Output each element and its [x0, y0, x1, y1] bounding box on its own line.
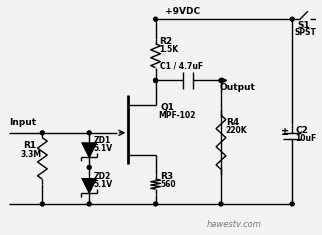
- Text: SPST: SPST: [294, 28, 316, 37]
- Circle shape: [87, 165, 91, 169]
- Text: S1: S1: [297, 21, 310, 30]
- Text: C2: C2: [295, 126, 308, 135]
- Text: C1 / 4.7uF: C1 / 4.7uF: [160, 62, 204, 70]
- Text: Input: Input: [9, 118, 36, 127]
- Text: 560: 560: [160, 180, 176, 189]
- Text: R2: R2: [159, 37, 173, 46]
- Circle shape: [154, 17, 157, 21]
- Circle shape: [154, 202, 157, 206]
- Text: R1: R1: [23, 141, 36, 150]
- Text: ZD1: ZD1: [93, 136, 110, 145]
- Text: 10uF: 10uF: [295, 134, 317, 143]
- Text: MPF-102: MPF-102: [158, 111, 196, 120]
- Text: 5.1V: 5.1V: [93, 180, 112, 189]
- Circle shape: [87, 202, 91, 206]
- Circle shape: [154, 78, 157, 82]
- Circle shape: [290, 17, 294, 21]
- Text: R4: R4: [226, 118, 239, 127]
- Circle shape: [154, 78, 157, 82]
- Text: 3.3M: 3.3M: [21, 149, 42, 159]
- Text: ±: ±: [281, 127, 289, 137]
- Text: Output: Output: [219, 83, 255, 92]
- Circle shape: [290, 202, 294, 206]
- Text: 5.1V: 5.1V: [93, 144, 112, 153]
- Text: 220K: 220K: [226, 126, 248, 135]
- Polygon shape: [82, 143, 96, 157]
- Circle shape: [219, 78, 223, 82]
- Text: R3: R3: [160, 172, 174, 181]
- Text: Q1: Q1: [160, 103, 175, 112]
- Text: hawestv.com: hawestv.com: [206, 220, 261, 229]
- Text: ZD2: ZD2: [93, 172, 110, 181]
- Text: +9VDC: +9VDC: [165, 7, 201, 16]
- Circle shape: [41, 202, 44, 206]
- Circle shape: [87, 131, 91, 135]
- Circle shape: [41, 131, 44, 135]
- Circle shape: [219, 202, 223, 206]
- Text: 1.5K: 1.5K: [159, 45, 179, 54]
- Polygon shape: [82, 179, 96, 193]
